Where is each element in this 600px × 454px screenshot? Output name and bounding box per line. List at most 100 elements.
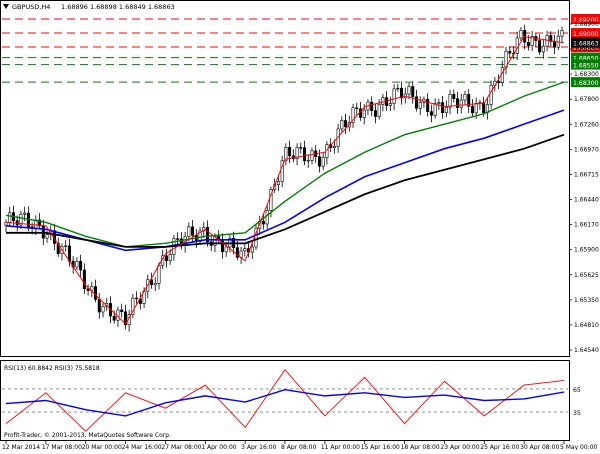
candle-body xyxy=(307,160,309,161)
candle-body xyxy=(382,98,384,105)
rsi-level-label-1: 35 xyxy=(573,410,581,417)
header: GBPUSD,H4 1.68896 1.68898 1.68849 1.6886… xyxy=(3,3,175,11)
time-axis-label-4: 27 Mar 08:00 xyxy=(161,444,201,450)
time-axis-label-7: 8 Apr 08:00 xyxy=(281,444,316,450)
price-axis-label-6: 1.66715 xyxy=(574,171,599,178)
candle-body xyxy=(176,239,178,240)
candle-body xyxy=(65,246,67,247)
price-axis-label-12: 1.64810 xyxy=(574,322,599,329)
candle-body xyxy=(356,108,358,109)
price-axis-label-4: 1.67260 xyxy=(574,121,599,128)
rsi-level-label-0: 65 xyxy=(573,387,581,394)
time-axis-label-2: 20 Mar 00:00 xyxy=(82,444,122,450)
candle-body xyxy=(464,94,466,100)
candle-body xyxy=(169,255,171,261)
price-axis-label-9: 1.65900 xyxy=(574,247,599,254)
candle-body xyxy=(303,148,305,161)
time-axis-label-10: 18 Apr 08:00 xyxy=(401,444,440,450)
candle-body xyxy=(344,120,346,126)
candle-body xyxy=(322,158,324,167)
candle-body xyxy=(191,227,193,236)
candle-body xyxy=(94,287,96,300)
time-axis-label-12: 25 Apr 16:00 xyxy=(480,444,519,450)
current-price-label: 1.68863 xyxy=(573,41,599,48)
candle-body xyxy=(490,85,492,104)
candle-body xyxy=(165,256,167,261)
candle-body xyxy=(385,98,387,106)
time-axis-label-3: 24 Mar 16:00 xyxy=(122,444,162,450)
candle-body xyxy=(98,299,100,312)
candle-body xyxy=(102,306,104,312)
price-axis-label-11: 1.65350 xyxy=(574,297,599,304)
candle-body xyxy=(300,147,302,148)
candle-body xyxy=(456,99,458,108)
candle-body xyxy=(408,87,410,94)
candle-body xyxy=(475,103,477,112)
candle-body xyxy=(449,94,451,107)
price-axis-label-7: 1.66440 xyxy=(574,197,599,204)
candle-body xyxy=(363,110,365,117)
price-axis-label-3: 1.67800 xyxy=(574,96,599,103)
price-axis: 1.689001.688501.683001.678001.672601.669… xyxy=(569,21,599,354)
time-axis-label-14: 5 May 00:00 xyxy=(560,444,598,450)
price-tags: 1.68863 xyxy=(571,38,600,48)
candle-body xyxy=(438,103,440,104)
candle-body xyxy=(553,41,555,47)
candle-body xyxy=(68,246,70,261)
candle-body xyxy=(430,112,432,116)
candle-body xyxy=(244,249,246,251)
candle-body xyxy=(79,261,81,270)
candle-body xyxy=(225,247,227,252)
candle-body xyxy=(471,106,473,113)
candle-body xyxy=(76,261,78,267)
main-chart-frame xyxy=(1,1,570,357)
time-axis-label-1: 17 Mar 08:00 xyxy=(42,444,82,450)
candle-body xyxy=(341,120,343,128)
candle-body xyxy=(527,42,529,45)
candle-body xyxy=(434,104,436,116)
level-tag-label-1: 1.69000 xyxy=(573,31,599,38)
candle-body xyxy=(520,30,522,38)
candle-body xyxy=(266,210,268,224)
rsi-lines: 65 35 xyxy=(2,370,581,432)
candle-body xyxy=(426,99,428,111)
time-axis-label-6: 3 Apr 16:00 xyxy=(241,444,276,450)
time-axis-label-5: 1 Apr 00:00 xyxy=(201,444,236,450)
level-tag-label-4: 1.68550 xyxy=(573,63,599,70)
candle-body xyxy=(9,213,11,223)
candlesticks xyxy=(5,25,563,332)
price-axis-label-2: 1.68300 xyxy=(574,71,599,78)
candle-body xyxy=(542,46,544,52)
candle-body xyxy=(397,88,399,89)
candle-body xyxy=(333,146,335,147)
candle-body xyxy=(311,151,313,161)
chevron-down-icon[interactable] xyxy=(3,4,9,9)
candle-body xyxy=(441,103,443,113)
candle-body xyxy=(277,181,279,184)
candle-body xyxy=(158,265,160,283)
price-axis-label-5: 1.66970 xyxy=(574,146,599,153)
candle-body xyxy=(393,89,395,104)
price-axis-label-8: 1.66170 xyxy=(574,222,599,229)
copyright-text: Profit-Trader, © 2001-2013, MetaQuotes S… xyxy=(4,432,171,439)
candle-body xyxy=(538,40,540,51)
candle-body xyxy=(251,247,253,252)
candle-body xyxy=(288,147,290,156)
candle-body xyxy=(188,227,190,237)
candle-body xyxy=(120,310,122,312)
candle-body xyxy=(135,298,137,299)
candle-body xyxy=(154,283,156,284)
candle-body xyxy=(445,107,447,113)
candle-body xyxy=(412,87,414,97)
candle-body xyxy=(83,270,85,289)
candle-body xyxy=(113,316,115,320)
candle-body xyxy=(378,104,380,116)
rsi-label: RSI(13) 60.8842 RSI(3) 75.5818 xyxy=(4,365,100,372)
candle-body xyxy=(318,157,320,167)
time-axis-label-13: 30 Apr 08:00 xyxy=(520,444,559,450)
candle-body xyxy=(46,235,48,239)
price-axis-label-0: 1.68900 xyxy=(574,21,599,28)
